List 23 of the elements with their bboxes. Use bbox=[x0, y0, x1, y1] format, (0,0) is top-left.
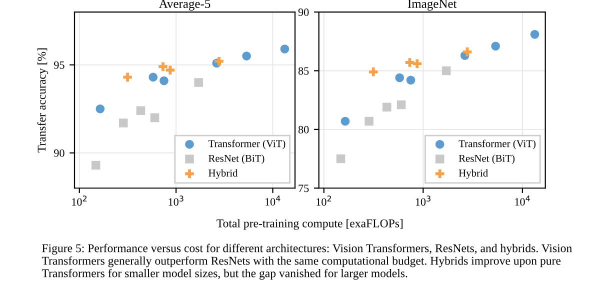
legend-label: Hybrid bbox=[458, 169, 488, 179]
legend-label: ResNet (BiT) bbox=[208, 154, 264, 164]
x-axis-title: Total pre-training compute [exaFLOPs] bbox=[216, 219, 403, 230]
y-tick-label: 95 bbox=[54, 61, 64, 69]
y-tick-label: 90 bbox=[54, 149, 64, 157]
y-tick-label: 80 bbox=[298, 126, 309, 134]
caption: Figure 5: Performance versus cost for different architectures: Vision Transformers, ResNets, and hybrids. Vision Transformers generally outperform ResNets with the same computational budget. Hybrids improve upon pure Transformers for smaller model sizes, but the gap vanished for larger models. bbox=[42, 244, 572, 280]
legend-label: Hybrid bbox=[208, 169, 238, 179]
x-tick-label: 10$^{2}$ bbox=[316, 196, 331, 206]
legend-label: ResNet (BiT) bbox=[458, 154, 515, 164]
chart-title: Average-5 bbox=[158, 0, 210, 11]
y-tick-label: 85 bbox=[298, 67, 309, 75]
x-tick-label: 10$^{3}$ bbox=[416, 196, 430, 206]
legend-label: Transformer (ViT) bbox=[458, 140, 536, 150]
x-tick-label: 10$^{4}$ bbox=[515, 196, 530, 206]
y-axis-title: Transfer accuracy [%] bbox=[37, 48, 48, 152]
y-tick-label: 75 bbox=[298, 184, 309, 192]
legend-label: Transformer (ViT) bbox=[208, 140, 286, 150]
chart-title: ImageNet bbox=[408, 0, 457, 11]
y-tick-label: 90 bbox=[298, 8, 309, 16]
x-tick-label: 10$^{4}$ bbox=[265, 196, 280, 206]
x-tick-label: 10$^{3}$ bbox=[168, 196, 184, 206]
x-tick-label: 10$^{2}$ bbox=[72, 196, 86, 206]
